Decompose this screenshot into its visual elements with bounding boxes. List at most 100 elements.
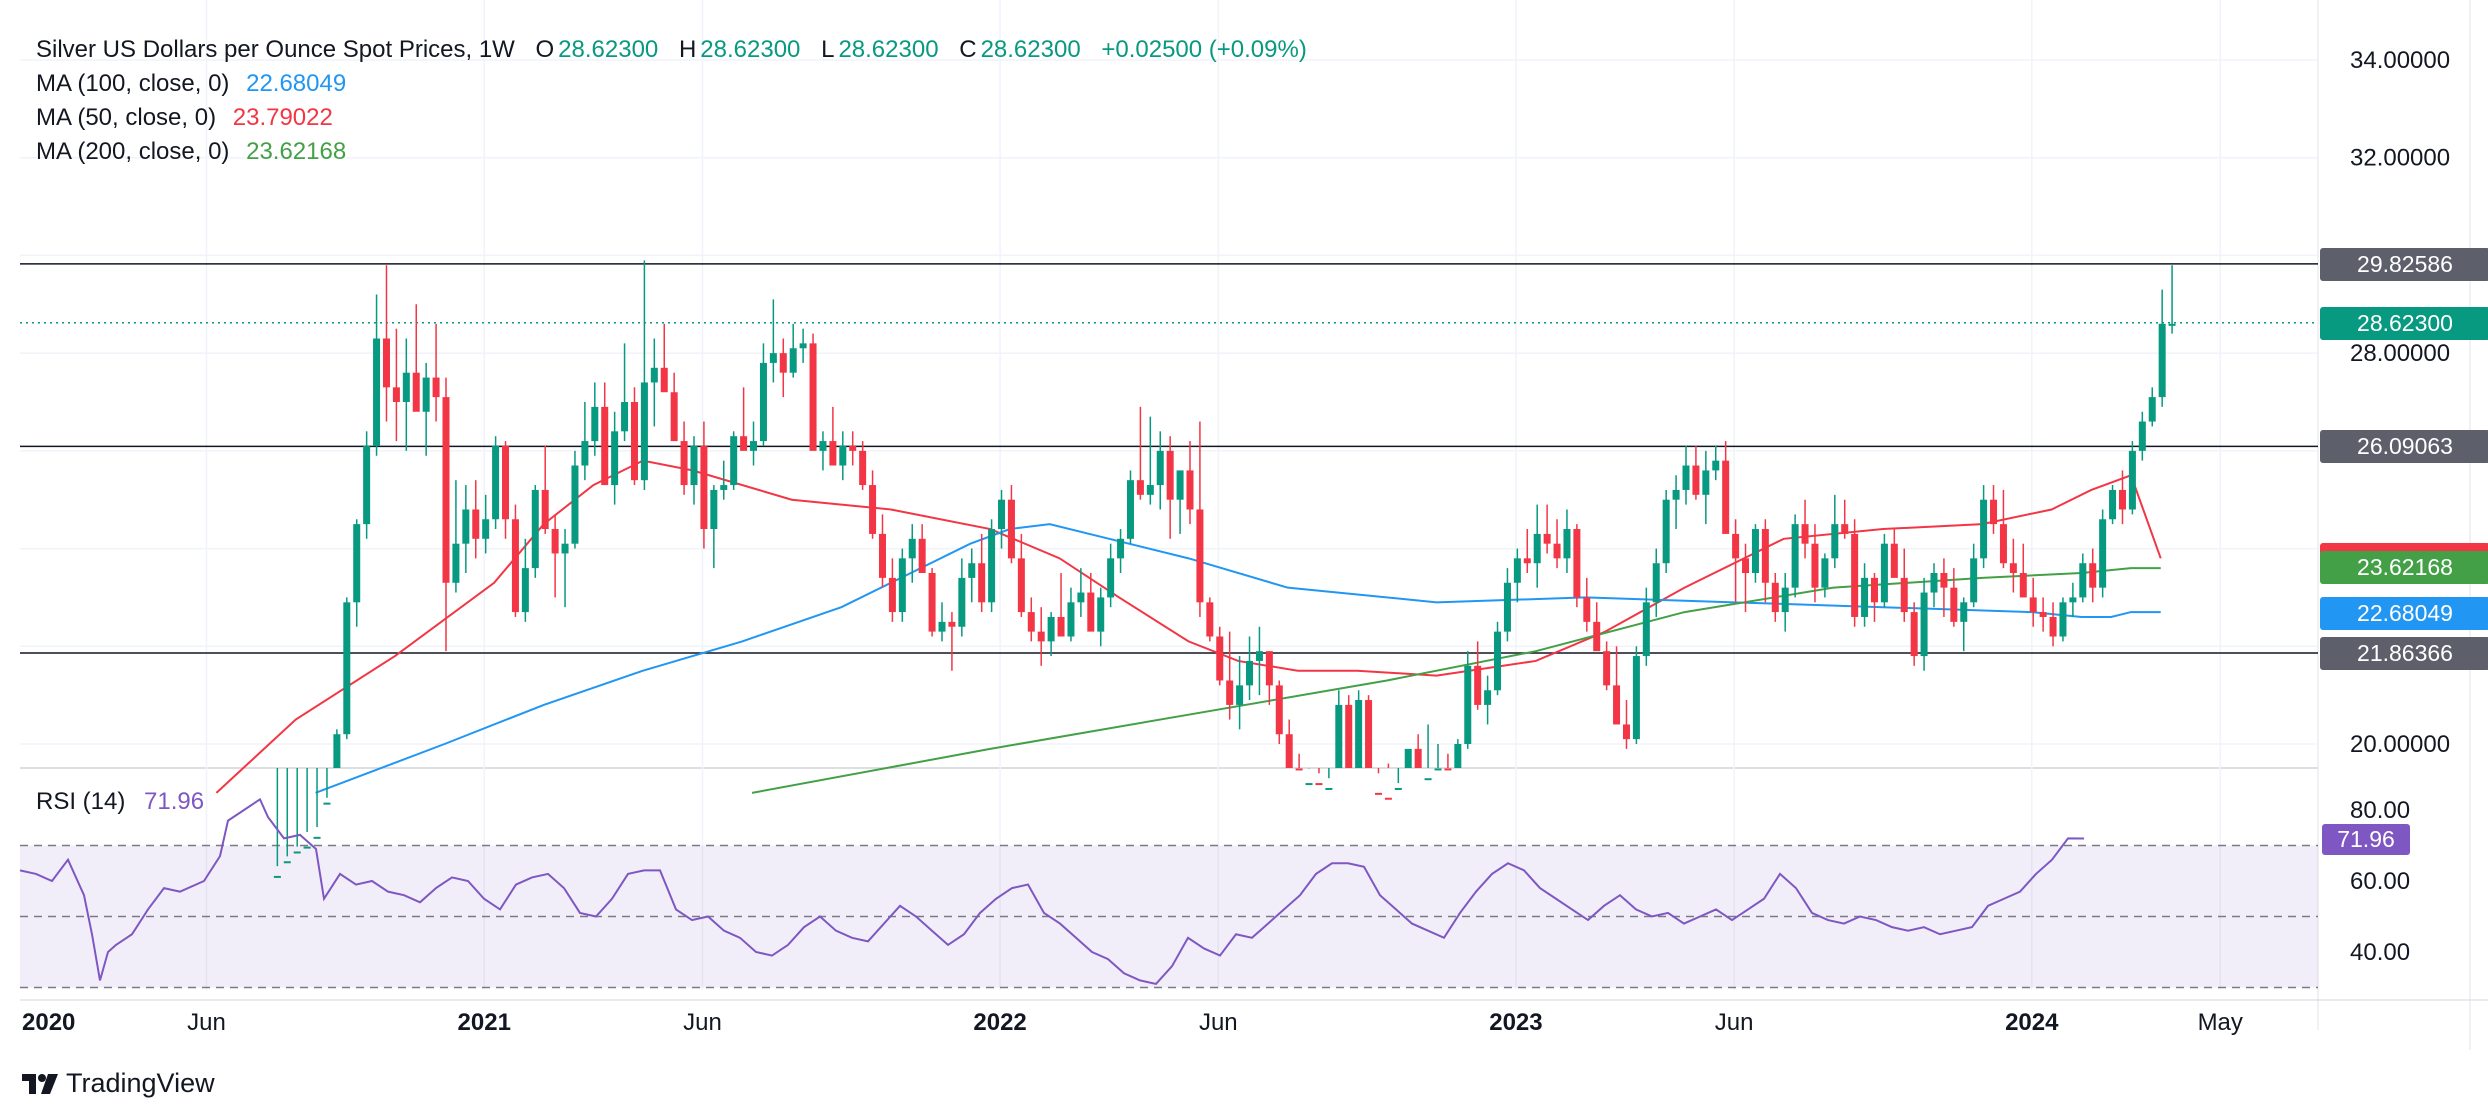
candle-body [809,343,817,451]
candle-body [1166,450,1174,500]
candle [948,612,956,671]
candle [978,533,986,613]
candle-body [1226,680,1234,705]
candle [363,431,371,539]
candle-body [1007,499,1015,559]
candle-body [680,441,688,486]
candle [432,323,440,422]
candle-body [363,445,371,525]
candle-body [1970,558,1978,603]
candle-body [1761,529,1769,583]
candle-body [2158,323,2166,398]
candle-body [1335,704,1343,768]
candle-body [1206,602,1214,637]
candle-body [1394,787,1402,790]
candle [303,768,311,849]
candle [1523,529,1531,573]
candle [1315,768,1323,786]
candle [2158,289,2166,407]
candle [888,558,896,622]
price-axis-label: 28.00000 [2350,340,2450,367]
candle-body [1880,543,1888,603]
candle-body [670,392,678,442]
candle [1940,558,1948,617]
time-axis-label: Jun [683,1009,722,1036]
candle [1652,548,1660,617]
legend-title-row: Silver US Dollars per Ounce Spot Prices,… [36,36,1311,64]
candle [2069,582,2077,617]
candles [273,260,2176,878]
candle [1622,700,1630,749]
legend-ma100[interactable]: MA (100, close, 0) 22.68049 [36,70,350,98]
candle-body [730,436,738,486]
candle [2138,411,2146,461]
candle [1355,690,1363,768]
candle [789,323,797,378]
candle-body [511,519,519,613]
candle [1166,436,1174,539]
candle-body [1484,690,1492,705]
legend-ma50[interactable]: MA (50, close, 0) 23.79022 [36,104,337,132]
candle [1454,739,1462,768]
candle-body [541,489,549,530]
candle [1791,514,1799,598]
candle-body [581,441,589,466]
candle-body [869,485,877,534]
close-label: C [959,36,977,63]
time-axis-label: Jun [1199,1009,1238,1036]
legend-ma200[interactable]: MA (200, close, 0) 23.62168 [36,138,350,166]
candle-body [1295,768,1303,771]
candle [273,768,281,878]
candle [1226,631,1234,720]
candle [1384,763,1392,800]
candle [462,485,470,573]
candle [730,431,738,490]
candle-body [1424,778,1432,781]
candle-body [1117,538,1125,559]
candle-body [829,441,837,466]
price-tag: 26.09063 [2320,430,2488,464]
candle [323,768,331,805]
candle [1930,563,1938,608]
candle [849,431,857,466]
candle-body [1960,602,1968,622]
candle-body [1404,748,1412,768]
legend-rsi[interactable]: RSI (14) 71.96 [36,788,208,816]
tradingview-logo[interactable]: TradingView [22,1068,215,1099]
candle-body [1196,509,1204,603]
candle [1265,651,1273,705]
candle [1285,719,1293,768]
candle-body [1464,665,1472,744]
candle-body [1811,543,1819,588]
candle [799,328,807,363]
time-axis-label: 2023 [1489,1009,1542,1036]
candle [521,538,529,622]
candle-body [323,802,331,805]
candle-body [521,568,529,613]
time-axis-label: 2021 [458,1009,511,1036]
candle [452,480,460,593]
candle [373,294,381,456]
candle-body [630,402,638,481]
candle-body [1791,524,1799,588]
candle [492,436,500,530]
candle [630,387,638,486]
candle [988,519,996,613]
candle [1246,636,1254,701]
candle-body [1186,470,1194,510]
candle [759,343,767,446]
price-axis-label: 20.00000 [2350,731,2450,758]
candle [1117,529,1125,573]
candle-body [1821,558,1829,588]
candle-body [571,465,579,544]
time-axis-label: May [2198,1009,2243,1036]
candle [650,338,658,427]
candle-body [1434,768,1442,771]
candle [750,421,758,466]
candle [958,558,966,637]
rsi-axis-label: 60.00 [2350,868,2410,895]
time-axis-label: Jun [187,1009,226,1036]
candle-body [611,431,619,486]
candle [392,328,400,442]
